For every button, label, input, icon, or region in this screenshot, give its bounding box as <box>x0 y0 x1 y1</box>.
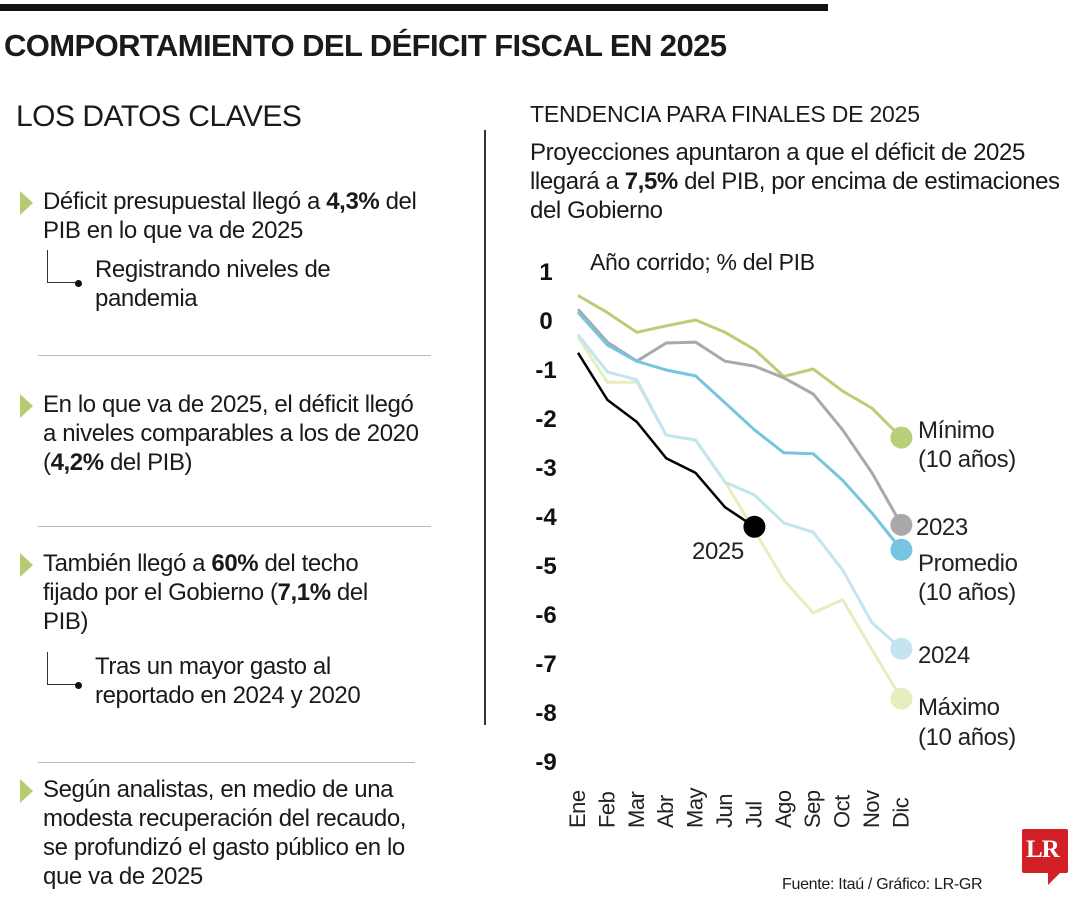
series-label: Mínimo <box>918 417 994 444</box>
fact-text: del techo fijado por el Gobierno ( <box>43 550 359 606</box>
series-label: Máximo <box>918 694 1000 721</box>
subtitle-highlight: 7,5% <box>624 168 679 195</box>
y-tick-label: -3 <box>535 455 556 482</box>
series-end-marker <box>890 637 913 660</box>
series-label: 2023 <box>916 514 968 541</box>
x-tick-label: Jul <box>741 801 766 828</box>
y-tick-label: -8 <box>535 700 556 727</box>
column-divider <box>484 130 486 725</box>
series-label-sub: (10 años) <box>918 579 1016 606</box>
y-tick-label: -5 <box>535 553 556 580</box>
fact-text: Déficit presupuestal llegó a <box>43 188 327 215</box>
series-end-marker <box>890 687 913 710</box>
divider <box>38 355 431 356</box>
elbow-connector-icon <box>47 250 82 287</box>
series-end-marker <box>890 513 913 536</box>
series-line-promedio <box>576 311 903 551</box>
fact-highlight: 4,3% <box>326 188 380 215</box>
x-tick-label: Oct <box>830 795 855 828</box>
fact-text: También llegó a <box>43 550 212 577</box>
y-tick-label: -1 <box>535 357 556 384</box>
fact-text: del PIB en lo que va de 2025 <box>43 188 417 244</box>
elbow-connector-icon <box>47 652 82 689</box>
fact-text: Según analistas, en medio de una modesta… <box>43 776 407 890</box>
y-tick-label: -7 <box>535 651 556 678</box>
series-label: 2025 <box>692 538 744 565</box>
x-tick-label: Dic <box>888 797 913 828</box>
series-end-marker <box>890 426 913 449</box>
series-label-sub: (10 años) <box>918 724 1016 751</box>
key-fact-4: Según analistas, en medio de una modesta… <box>20 775 460 891</box>
fact-note: Registrando niveles de pandemia <box>95 256 331 312</box>
y-tick-label: -6 <box>535 602 556 629</box>
fact-text: del PIB) <box>103 449 193 476</box>
x-tick-label: May <box>683 787 708 828</box>
key-fact-1: Déficit presupuestal llegó a 4,3% del PI… <box>20 187 460 245</box>
triangle-bullet-icon <box>20 191 33 215</box>
x-tick-label: Ene <box>565 790 590 828</box>
fact-text: En lo que va de 2025, el déficit llegó a… <box>43 391 419 476</box>
series-line-2023 <box>576 308 903 526</box>
series-line-2025 <box>576 352 756 528</box>
series-label: Promedio <box>918 550 1018 577</box>
x-tick-label: Ago <box>771 790 796 828</box>
triangle-bullet-icon <box>20 553 33 577</box>
lr-logo: LR <box>1022 829 1068 885</box>
series-label: 2024 <box>918 642 970 669</box>
chart-heading: TENDENCIA PARA FINALES DE 2025 <box>530 101 920 127</box>
x-tick-label: Abr <box>653 795 678 828</box>
y-tick-label: -9 <box>535 749 556 776</box>
fact-highlight: 60% <box>211 550 259 577</box>
x-tick-label: Nov <box>859 790 884 828</box>
y-tick-label: -4 <box>535 504 557 531</box>
fact-note: Tras un mayor gasto al reportado en 2024… <box>95 653 361 709</box>
series-end-marker <box>743 515 766 538</box>
y-tick-label: 1 <box>539 259 552 286</box>
triangle-bullet-icon <box>20 779 33 803</box>
y-tick-label: -2 <box>535 406 556 433</box>
chart-subtitle: Proyecciones apuntaron a que el déficit … <box>530 138 1070 225</box>
source-credit: Fuente: Itaú / Gráfico: LR-GR <box>782 876 983 893</box>
fact-highlight: 4,2% <box>50 449 105 476</box>
x-tick-label: Feb <box>594 791 619 828</box>
series-line-máximo <box>576 336 903 700</box>
fact-text: del PIB) <box>43 579 368 635</box>
divider <box>38 526 431 527</box>
triangle-bullet-icon <box>20 394 33 418</box>
page-title: COMPORTAMIENTO DEL DÉFICIT FISCAL EN 202… <box>4 28 727 63</box>
x-tick-label: Jun <box>712 794 737 828</box>
series-label-sub: (10 años) <box>918 446 1016 473</box>
y-axis-label: Año corrido; % del PIB <box>590 249 815 275</box>
series-line-2024 <box>576 333 903 650</box>
key-fact-3: También llegó a 60% del techo fijado por… <box>20 549 460 636</box>
series-line-mínimo <box>577 294 903 439</box>
divider <box>38 762 415 763</box>
left-heading: LOS DATOS CLAVES <box>16 100 302 133</box>
x-tick-label: Mar <box>624 791 649 828</box>
key-fact-2: En lo que va de 2025, el déficit llegó a… <box>20 390 460 477</box>
fact-highlight: 7,1% <box>277 579 332 606</box>
top-rule <box>0 4 828 11</box>
y-tick-label: 0 <box>539 308 552 335</box>
x-tick-label: Sep <box>800 790 825 828</box>
series-end-marker <box>890 538 913 561</box>
subtitle-text: Proyecciones apuntaron a que el déficit … <box>530 139 1025 195</box>
subtitle-text: del PIB, por encima de estimaciones del … <box>530 168 1060 224</box>
